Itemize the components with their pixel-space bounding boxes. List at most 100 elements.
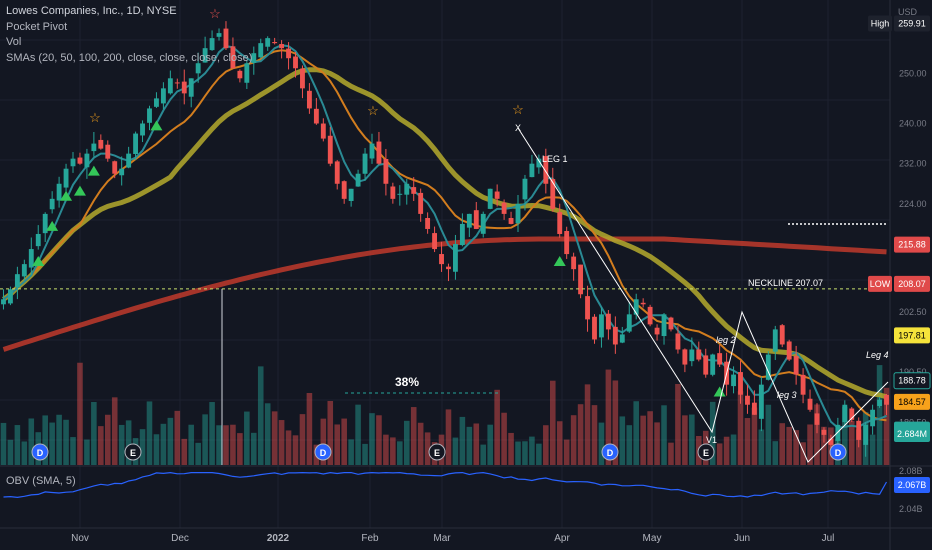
candle-body — [334, 161, 340, 184]
volume-bar — [793, 430, 799, 465]
obv-legend[interactable]: OBV (SMA, 5) — [6, 475, 76, 487]
volume-bar — [376, 415, 382, 465]
volume-bar — [0, 422, 7, 465]
x-tick-label: May — [643, 533, 662, 544]
volume-bar — [91, 401, 97, 465]
volume-bar — [647, 411, 653, 465]
candle-body — [668, 317, 674, 330]
volume-bar — [668, 442, 674, 465]
volume-bar — [111, 397, 118, 465]
candle-body — [105, 144, 111, 159]
candle-body — [612, 326, 618, 345]
candle-body — [355, 173, 361, 187]
candle-body — [265, 38, 271, 47]
volume-bar — [341, 418, 347, 465]
candle-body — [7, 289, 13, 304]
badge-letter: E — [703, 448, 709, 458]
obv-current-bg — [894, 477, 930, 493]
volume-bar — [459, 416, 466, 465]
candle-body — [404, 183, 410, 195]
candle-body — [564, 231, 570, 255]
indicator-smas[interactable]: SMAs (20, 50, 100, 200, close, close, cl… — [6, 51, 253, 64]
y-tick-label: 240.00 — [899, 119, 927, 129]
candle-body — [42, 213, 48, 234]
volume-bar — [362, 443, 368, 465]
volume-bar — [737, 391, 744, 465]
volume-bar — [202, 414, 208, 465]
candle-body — [181, 81, 187, 94]
volume-bar — [174, 410, 181, 465]
candle-body — [508, 217, 514, 224]
volume-bar — [598, 422, 605, 465]
indicator-volume[interactable]: Vol — [6, 36, 22, 48]
earnings-badge — [697, 443, 715, 461]
volume-bar — [42, 415, 48, 465]
sma-200-line — [2, 236, 887, 352]
indicator-pocket-pivot[interactable]: Pocket Pivot — [6, 20, 68, 33]
volume-bar — [744, 418, 751, 465]
price-label-bg — [894, 236, 930, 253]
volume-bar — [125, 420, 132, 465]
neckline-label: NECKLINE 207.07 — [748, 278, 823, 288]
volume-bar — [223, 425, 229, 465]
badge-letter: D — [320, 448, 327, 458]
candle-body — [84, 153, 90, 168]
x-tick-label: Apr — [554, 533, 570, 544]
price-label-value: 188.78 — [898, 376, 926, 386]
candle-body — [689, 349, 695, 362]
candle-body — [348, 188, 354, 202]
earnings-badge — [124, 443, 142, 461]
volume-bar — [14, 425, 21, 465]
candle-body — [550, 179, 556, 209]
chart-title: Lowes Companies, Inc., 1D, NYSE — [6, 5, 177, 17]
price-label-bg — [893, 372, 931, 390]
candlesticks — [1, 21, 889, 457]
volume-bar — [417, 422, 424, 465]
time-axis[interactable]: Nov Dec 2022 Feb Mar Apr May Jun Jul — [71, 533, 834, 544]
candle-body — [779, 325, 785, 345]
obv-tick-label: 2.04B — [899, 504, 923, 514]
moving-averages — [2, 44, 888, 429]
volume-bar — [104, 414, 111, 465]
candle-body — [758, 384, 764, 419]
obv-current-value: 2.067B — [898, 480, 927, 490]
candle-body — [626, 314, 632, 332]
star-marker: ☆ — [209, 6, 221, 21]
y-tick-label: 232.00 — [899, 159, 927, 169]
volume-bar — [251, 432, 257, 465]
earnings-badge — [428, 443, 446, 461]
volume-bar — [529, 436, 535, 465]
candle-body — [160, 88, 166, 104]
candle-body — [640, 302, 646, 305]
candle-body — [418, 192, 424, 214]
price-label-bg — [894, 426, 930, 442]
volume-bar — [577, 404, 584, 465]
v1-label: V1 — [706, 435, 717, 445]
volume-bar — [299, 414, 306, 465]
volume-bar — [84, 439, 90, 465]
volume-bar — [237, 433, 243, 465]
volume-bar — [591, 405, 598, 465]
price-label-bg — [894, 327, 930, 344]
volume-bar — [327, 400, 334, 465]
candle-body — [286, 48, 291, 59]
candle-body — [717, 353, 723, 365]
candle-body — [390, 186, 396, 199]
volume-bar — [515, 441, 521, 465]
candle-body — [807, 398, 813, 410]
candle-body — [884, 394, 889, 405]
candle-body — [543, 156, 549, 184]
candle-body — [244, 63, 250, 83]
pocket-pivot-marker — [60, 190, 73, 201]
volume-bar — [501, 412, 507, 465]
volume-bar — [98, 426, 104, 465]
volume-bar — [473, 423, 480, 465]
candle-body — [369, 143, 375, 159]
volume-bar — [244, 411, 250, 465]
leg4-label: Leg 4 — [866, 350, 889, 360]
volume-bar — [626, 425, 633, 465]
volume-bar — [786, 426, 792, 465]
price-axis[interactable]: USD 259.91 250.00 240.00 232.00 224.00 215.88 2… — [868, 7, 931, 442]
price-label-value: 208.07 — [898, 279, 926, 289]
